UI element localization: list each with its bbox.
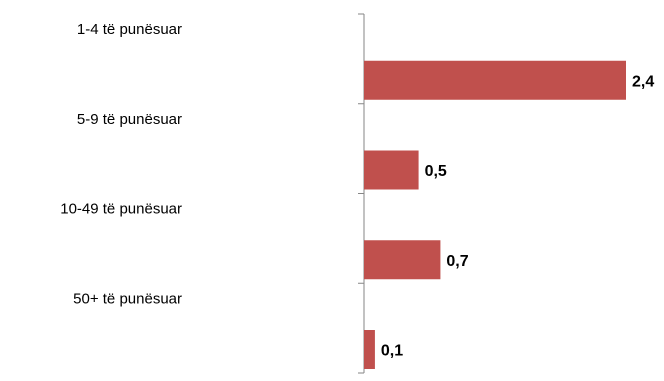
value-label-50-t-pun-suar: 0,1 — [381, 343, 403, 360]
bar-10-49-t-pun-suar — [364, 240, 441, 280]
value-labels: 2,4 0,5 0,7 0,1 — [381, 73, 654, 359]
value-label-1-4-t-pun-suar: 2,4 — [632, 73, 654, 90]
category-label-10-49-t-pun-suar: 10-49 të punësuar — [60, 201, 182, 218]
category-labels: 1-4 të punësuar 5-9 të punësuar 10-49 të p… — [60, 21, 182, 307]
bar-1-4-t-pun-suar — [364, 60, 626, 100]
category-label-1-4-t-pun-suar: 1-4 të punësuar — [77, 21, 182, 38]
value-label-5-9-t-pun-suar: 0,5 — [425, 163, 447, 180]
category-label-5-9-t-pun-suar: 5-9 të punësuar — [77, 111, 182, 128]
bar-5-9-t-pun-suar — [364, 150, 419, 190]
bar-50-t-pun-suar — [364, 330, 375, 369]
category-label-50-t-pun-suar: 50+ të punësuar — [73, 290, 182, 307]
bars — [364, 60, 626, 369]
value-label-10-49-t-pun-suar: 0,7 — [446, 253, 468, 270]
axis-ticks — [358, 13, 364, 374]
